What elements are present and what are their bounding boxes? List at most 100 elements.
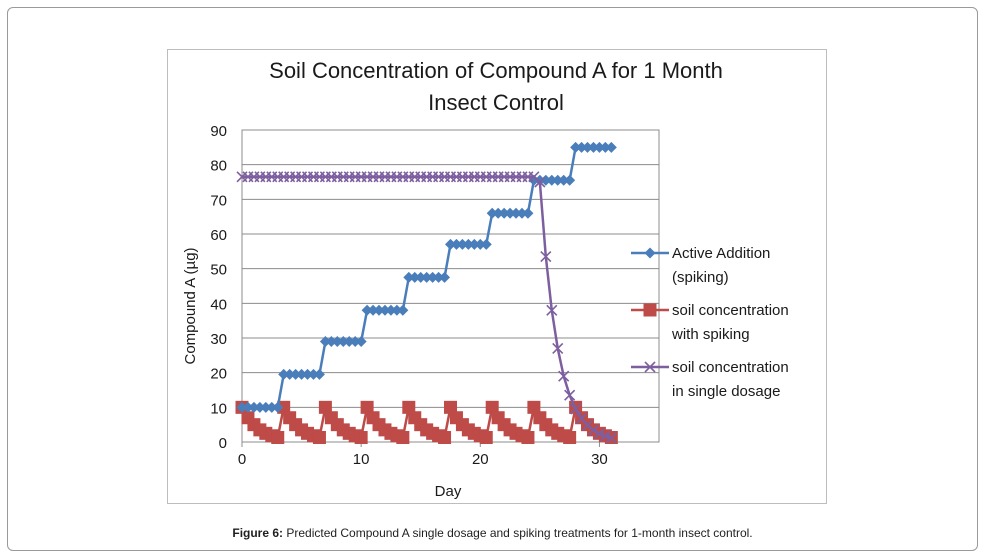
x-marker-stroke (599, 430, 611, 442)
data-point-series-2 (570, 403, 582, 415)
data-point-series-0 (355, 335, 367, 347)
x-marker-stroke (644, 361, 656, 373)
chart-svg: 0 10 20 30 40 50 60 70 80 90 0 10 20 30 Active Additi… (182, 58, 789, 500)
y-tick-label: 80 (210, 158, 227, 175)
y-axis-label: Compound A (µg) (182, 247, 199, 364)
data-point-series-0 (427, 271, 439, 283)
data-point-series-0 (462, 238, 474, 250)
data-point-series-1 (271, 430, 285, 444)
data-point-series-0 (415, 271, 427, 283)
chart-title-line1: Soil Concentration of Compound A for 1 M… (269, 58, 723, 83)
data-point-series-2 (587, 424, 600, 436)
data-point-series-0 (576, 141, 588, 153)
data-point-series-0 (456, 238, 468, 250)
y-tick-label: 20 (210, 366, 227, 383)
legend-label-0-line1: Active Addition (672, 245, 770, 262)
y-tick-label: 70 (210, 192, 227, 209)
data-point-series-0 (313, 368, 325, 380)
data-point-series-1 (563, 430, 577, 444)
y-tick-label: 30 (210, 331, 227, 348)
data-point-series-0 (492, 207, 504, 219)
data-point-series-1 (479, 430, 493, 444)
data-point-series-1 (396, 430, 410, 444)
data-point-series-0 (278, 368, 290, 380)
legend-marker-0 (644, 247, 656, 259)
figure-caption: Figure 6: Predicted Compound A single do… (0, 526, 985, 540)
data-point-series-0 (558, 174, 570, 186)
data-point-series-0 (605, 141, 617, 153)
data-point-series-0 (361, 304, 373, 316)
legend-label-1-line2: with spiking (671, 326, 750, 343)
data-point-series-2 (605, 432, 617, 444)
data-point-series-2 (564, 389, 576, 401)
x-tick-label: 20 (472, 451, 489, 468)
y-tick-label: 0 (219, 435, 227, 452)
x-marker-stroke (570, 403, 582, 415)
data-point-series-0 (587, 141, 599, 153)
x-marker-stroke (575, 412, 588, 424)
data-point-series-0 (385, 304, 397, 316)
legend-marker-1 (643, 303, 657, 317)
legend: Active Addition (spiking) soil concentrati… (631, 245, 789, 400)
x-marker-stroke (587, 424, 600, 436)
y-tick-label: 60 (210, 227, 227, 244)
data-point-series-0 (540, 174, 552, 186)
data-point-series-0 (468, 238, 480, 250)
x-tick-label: 30 (591, 451, 608, 468)
figure-frame: 0 10 20 30 40 50 60 70 80 90 0 10 20 30 Active Additi… (7, 7, 978, 551)
data-point-series-0 (593, 141, 605, 153)
data-point-series-0 (236, 401, 248, 413)
data-point-series-0 (498, 207, 510, 219)
data-point-series-0 (397, 304, 409, 316)
data-point-series-0 (284, 368, 296, 380)
data-point-series-0 (302, 368, 314, 380)
data-point-series-0 (266, 401, 278, 413)
data-point-series-0 (450, 238, 462, 250)
data-point-series-1 (277, 400, 291, 414)
data-point-series-0 (445, 238, 456, 250)
x-marker-stroke (534, 176, 546, 188)
data-point-series-1 (360, 400, 374, 414)
data-point-series-0 (546, 174, 558, 186)
data-point-series-0 (570, 141, 582, 153)
data-point-series-0 (307, 368, 319, 380)
x-tick-label: 10 (353, 451, 370, 468)
x-marker-stroke (546, 304, 558, 316)
x-tick-label: 0 (238, 451, 246, 468)
data-point-series-0 (474, 238, 486, 250)
x-marker-stroke (581, 419, 594, 431)
y-tick-label: 50 (210, 262, 227, 279)
data-point-series-0 (504, 207, 516, 219)
data-point-series-0 (510, 207, 522, 219)
data-point-series-0 (486, 207, 498, 219)
data-point-series-1 (354, 430, 368, 444)
x-marker-stroke (593, 428, 605, 440)
data-point-series-0 (433, 271, 445, 283)
gridlines (242, 129, 659, 408)
chart-area: 0 10 20 30 40 50 60 70 80 90 0 10 20 30 Active Additi… (167, 49, 827, 504)
data-point-series-2 (534, 176, 546, 188)
legend-label-2-line1: soil concentration (672, 359, 789, 376)
data-point-series-0 (391, 304, 403, 316)
data-point-series-1 (521, 430, 535, 444)
data-point-series-0 (534, 174, 546, 186)
data-point-series-0 (337, 335, 349, 347)
data-point-series-0 (522, 207, 534, 219)
legend-label-1-line1: soil concentration (672, 302, 789, 319)
x-marker-stroke (564, 389, 576, 401)
data-point-series-0 (290, 368, 302, 380)
data-point-series-2 (558, 370, 570, 382)
series-layer (235, 141, 618, 444)
data-point-series-0 (439, 271, 451, 283)
data-point-series-0 (373, 304, 385, 316)
data-point-series-0 (552, 174, 564, 186)
data-point-series-0 (349, 335, 361, 347)
data-point-series-2 (546, 304, 558, 316)
chart-title-line2: Insect Control (428, 90, 564, 115)
data-point-series-1 (318, 400, 332, 414)
data-point-series-0 (403, 271, 415, 283)
data-point-series-0 (331, 335, 343, 347)
series-line-2 (242, 175, 612, 440)
data-point-series-0 (582, 141, 594, 153)
x-axis-label: Day (435, 483, 462, 500)
